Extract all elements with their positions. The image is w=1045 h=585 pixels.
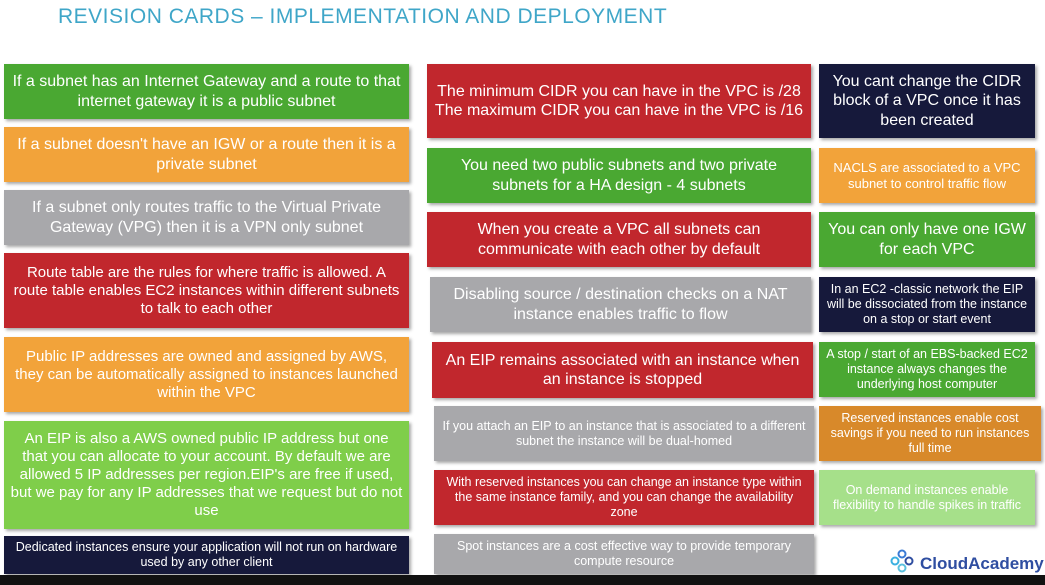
revision-card: In an EC2 -classic network the EIP will …	[819, 277, 1035, 332]
revision-card: An EIP remains associated with an instan…	[432, 342, 813, 398]
revision-card: If you attach an EIP to an instance that…	[434, 406, 814, 461]
bottom-bar	[0, 575, 1045, 585]
revision-card: NACLS are associated to a VPC subnet to …	[819, 148, 1035, 203]
revision-card: Dedicated instances ensure your applicat…	[4, 536, 409, 574]
page-title: REVISION CARDS – IMPLEMENTATION AND DEPL…	[58, 5, 668, 28]
revision-card: The minimum CIDR you can have in the VPC…	[427, 64, 811, 138]
revision-card: You can only have one IGW for each VPC	[819, 212, 1035, 267]
revision-card: Reserved instances enable cost savings i…	[819, 406, 1041, 461]
revision-card: On demand instances enable flexibility t…	[819, 470, 1035, 525]
revision-card: If a subnet doesn't have an IGW or a rou…	[4, 127, 409, 182]
revision-card: Disabling source / destination checks on…	[430, 277, 811, 332]
revision-card: If a subnet only routes traffic to the V…	[4, 190, 409, 245]
cloudacademy-logo-text: CloudAcademy	[920, 553, 1044, 573]
revision-card: Public IP addresses are owned and assign…	[4, 337, 409, 412]
revision-card: A stop / start of an EBS-backed EC2 inst…	[819, 342, 1035, 397]
revision-card: You need two public subnets and two priv…	[427, 148, 811, 203]
revision-card: An EIP is also a AWS owned public IP add…	[4, 421, 409, 529]
revision-card: If a subnet has an Internet Gateway and …	[4, 64, 409, 119]
cloudacademy-logo: CloudAcademy	[890, 549, 1044, 578]
revision-card: When you create a VPC all subnets can co…	[427, 212, 811, 267]
revision-card: With reserved instances you can change a…	[434, 470, 814, 525]
revision-card: You cant change the CIDR block of a VPC …	[819, 64, 1035, 138]
revision-card: Route table are the rules for where traf…	[4, 253, 409, 328]
cloudacademy-logo-icon	[890, 549, 914, 578]
revision-card: Spot instances are a cost effective way …	[434, 534, 814, 574]
